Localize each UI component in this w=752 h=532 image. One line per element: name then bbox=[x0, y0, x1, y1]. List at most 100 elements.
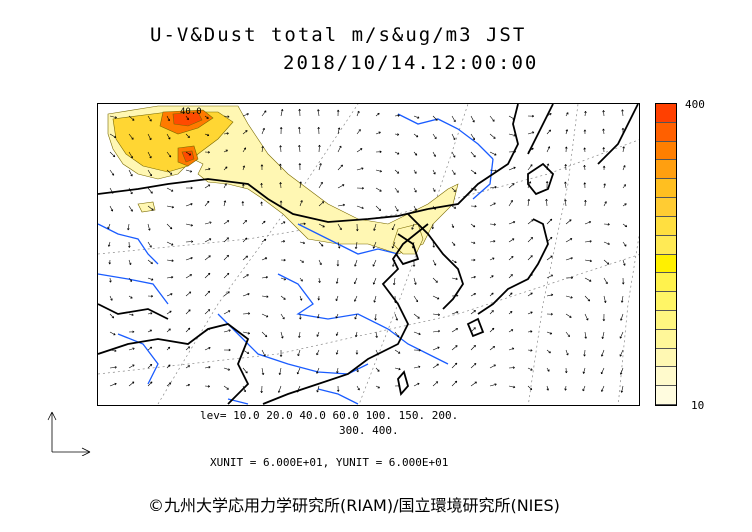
wind-arrow bbox=[411, 223, 415, 230]
wind-arrow bbox=[489, 257, 495, 261]
wind-arrow bbox=[204, 133, 210, 137]
wind-arrow bbox=[166, 259, 174, 262]
wind-arrow bbox=[508, 385, 516, 389]
wind-arrow bbox=[527, 164, 533, 171]
wind-arrow bbox=[489, 202, 496, 207]
wind-arrow bbox=[185, 365, 191, 369]
wind-arrow bbox=[260, 164, 264, 171]
wind-arrow bbox=[185, 223, 193, 227]
wind-arrow bbox=[128, 259, 132, 266]
wind-arrow bbox=[318, 259, 322, 266]
wind-arrow bbox=[299, 259, 304, 263]
wind-arrow bbox=[583, 129, 587, 135]
wind-arrow bbox=[508, 366, 515, 369]
wind-arrow bbox=[166, 133, 171, 140]
wind-arrow bbox=[392, 259, 396, 267]
wind-arrow bbox=[619, 331, 624, 339]
forecast-datetime: 2018/10/14.12:00:00 bbox=[283, 52, 539, 74]
wind-arrow bbox=[470, 115, 475, 123]
wind-arrow bbox=[204, 238, 212, 243]
wind-arrow bbox=[242, 367, 248, 374]
wind-arrow bbox=[147, 115, 152, 122]
wind-arrow bbox=[602, 165, 606, 171]
wind-arrow bbox=[185, 309, 191, 315]
wind-arrow bbox=[508, 166, 516, 171]
wind-arrow bbox=[432, 187, 436, 192]
wind-arrow bbox=[602, 313, 606, 322]
wind-arrow bbox=[223, 329, 231, 333]
wind-arrow bbox=[337, 223, 342, 231]
wind-arrow bbox=[489, 275, 494, 279]
wind-arrow bbox=[412, 259, 416, 267]
wind-arrow bbox=[583, 147, 586, 153]
wind-arrow bbox=[147, 241, 152, 248]
wind-arrow bbox=[564, 367, 568, 374]
colorbar-band bbox=[656, 292, 676, 311]
wind-arrow bbox=[317, 109, 320, 117]
wind-arrow bbox=[128, 205, 133, 212]
wind-arrow bbox=[431, 223, 435, 230]
wind-arrow bbox=[583, 349, 586, 357]
wind-arrow bbox=[451, 294, 459, 297]
wind-arrow bbox=[242, 274, 249, 279]
wind-arrow bbox=[603, 183, 606, 189]
wind-arrow bbox=[354, 241, 358, 250]
wind-arrow bbox=[527, 367, 533, 371]
wind-arrow bbox=[451, 115, 456, 123]
wind-arrow bbox=[451, 223, 455, 228]
korea-coast bbox=[407, 213, 464, 310]
wind-arrow bbox=[128, 277, 133, 282]
wind-arrow bbox=[565, 331, 570, 338]
wind-arrow bbox=[508, 311, 513, 315]
wind-arrow bbox=[602, 128, 605, 135]
wind-arrow bbox=[128, 169, 133, 177]
colorbar-band bbox=[656, 141, 676, 161]
wind-arrow bbox=[622, 203, 627, 207]
wind-arrow bbox=[527, 147, 534, 153]
wind-arrow bbox=[204, 255, 211, 261]
wind-arrow bbox=[527, 330, 533, 333]
wind-arrow bbox=[372, 259, 377, 267]
wind-arrow bbox=[299, 181, 302, 189]
wind-arrow bbox=[147, 329, 153, 333]
wind-arrow bbox=[451, 241, 456, 246]
wind-arrow bbox=[375, 112, 380, 117]
wind-arrow bbox=[546, 236, 553, 243]
wind-arrow bbox=[489, 240, 496, 243]
wind-arrow bbox=[299, 295, 303, 301]
wind-arrow bbox=[354, 295, 358, 302]
wind-arrow bbox=[299, 313, 302, 320]
wind-arrow bbox=[279, 145, 282, 153]
wind-arrow bbox=[546, 163, 550, 171]
colorbar-band bbox=[656, 329, 676, 349]
graticule bbox=[98, 104, 639, 405]
wind-arrow bbox=[508, 329, 514, 333]
wind-arrow bbox=[394, 169, 400, 174]
wind-arrow bbox=[223, 272, 230, 279]
wind-arrow bbox=[185, 240, 194, 243]
wind-arrow bbox=[451, 311, 459, 315]
wind-arrow bbox=[166, 241, 174, 246]
wind-arrow bbox=[527, 181, 532, 189]
copyright: ©九州大学応用力学研究所(RIAM)/国立環境研究所(NIES) bbox=[148, 496, 560, 515]
wind-arrow bbox=[147, 169, 152, 177]
wind-arrow bbox=[545, 198, 548, 207]
wind-arrow bbox=[432, 313, 441, 316]
wind-arrow bbox=[242, 147, 247, 153]
wind-arrow bbox=[298, 108, 301, 117]
wind-arrow bbox=[489, 115, 495, 122]
wind-arrow bbox=[470, 223, 476, 228]
colorbar-band bbox=[656, 104, 676, 123]
china-border-west bbox=[98, 323, 250, 405]
wind-arrow bbox=[394, 349, 401, 354]
wind-arrow bbox=[147, 346, 153, 351]
wind-arrow bbox=[166, 293, 173, 297]
wind-arrow bbox=[109, 349, 117, 353]
wind-arrow bbox=[185, 203, 193, 207]
wind-arrow bbox=[451, 187, 456, 192]
wind-arrow bbox=[432, 363, 439, 369]
wind-arrow bbox=[356, 167, 364, 171]
wind-arrow bbox=[565, 219, 572, 225]
wind-arrow bbox=[394, 295, 397, 304]
wind-arrow bbox=[583, 182, 587, 189]
